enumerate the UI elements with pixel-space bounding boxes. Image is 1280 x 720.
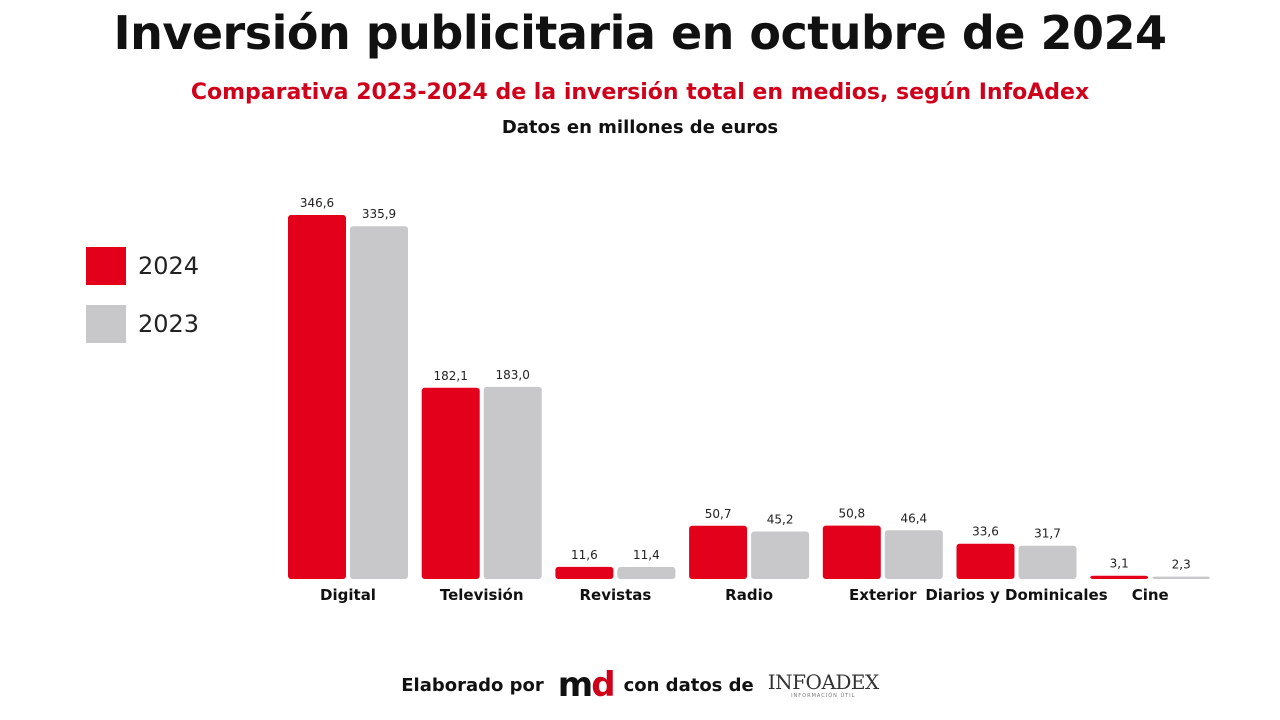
data-label-cine-2024: 3,1 (1110, 557, 1129, 571)
data-label-revistas-2024: 11,6 (571, 548, 598, 562)
bar-cine-2023 (1152, 576, 1211, 579)
data-label-television-2023: 183,0 (496, 368, 530, 382)
data-label-revistas-2023: 11,4 (633, 548, 660, 562)
bar-diarios-y-dominicales-2023 (1018, 545, 1077, 579)
bar-revistas-2024 (555, 566, 614, 579)
data-label-digital-2023: 335,9 (362, 207, 396, 221)
legend-swatch-2024 (86, 247, 126, 285)
legend: 2024 2023 (86, 246, 199, 362)
data-label-exterior-2023: 46,4 (900, 511, 927, 525)
bar-digital-2024 (288, 215, 346, 579)
category-label-digital: Digital (320, 586, 376, 604)
md-logo: md (557, 665, 616, 705)
footer-prefix: Elaborado por (401, 674, 544, 696)
bar-diarios-y-dominicales-2024 (956, 543, 1015, 579)
infoadex-tagline: INFORMACIÓN ÚTIL (791, 693, 856, 699)
infoadex-logo-text: INFOADEX (767, 670, 880, 694)
bar-radio-2023 (751, 531, 810, 579)
data-label-diarios-y-dominicales-2024: 33,6 (972, 525, 999, 539)
data-label-radio-2024: 50,7 (705, 507, 732, 521)
legend-item-2024: 2024 (86, 246, 199, 286)
md-logo-m: m (557, 665, 593, 705)
category-label-diarios-y-dominicales: Diarios y Dominicales (925, 586, 1107, 604)
infoadex-logo: INFOADEX INFORMACIÓN ÚTIL (767, 670, 880, 699)
bar-cine-2024 (1090, 575, 1149, 579)
category-label-radio: Radio (725, 586, 773, 604)
legend-label-2024: 2024 (138, 252, 200, 280)
bar-revistas-2023 (617, 567, 676, 579)
bar-radio-2024 (689, 525, 748, 579)
bar-digital-2023 (350, 226, 408, 579)
units-note: Datos en millones de euros (501, 117, 779, 138)
bar-television-2023 (483, 386, 542, 579)
category-label-exterior: Exterior (849, 586, 917, 604)
data-label-cine-2023: 2,3 (1172, 558, 1191, 572)
bar-exterior-2024 (822, 525, 881, 579)
data-label-television-2024: 182,1 (434, 369, 468, 383)
data-label-exterior-2024: 50,8 (838, 507, 865, 521)
data-label-diarios-y-dominicales-2023: 31,7 (1034, 527, 1061, 541)
legend-item-2023: 2023 (86, 304, 199, 344)
footer-middle: con datos de (623, 674, 754, 696)
data-label-radio-2023: 45,2 (767, 513, 794, 527)
chart-subtitle: Comparativa 2023-2024 de la inversión to… (190, 80, 1090, 105)
legend-label-2023: 2023 (138, 310, 200, 338)
md-logo-d: d (591, 665, 615, 705)
footer: Elaborado por md con datos de INFOADEX I… (0, 668, 1280, 702)
category-label-revistas: Revistas (580, 586, 652, 604)
bar-television-2024 (421, 387, 480, 579)
category-label-cine: Cine (1132, 586, 1169, 604)
bar-exterior-2023 (884, 530, 943, 579)
chart-title: Inversión publicitaria en octubre de 202… (113, 6, 1167, 60)
legend-swatch-2023 (86, 305, 126, 343)
data-label-digital-2024: 346,6 (300, 196, 334, 210)
category-label-television: Televisión (440, 586, 524, 604)
